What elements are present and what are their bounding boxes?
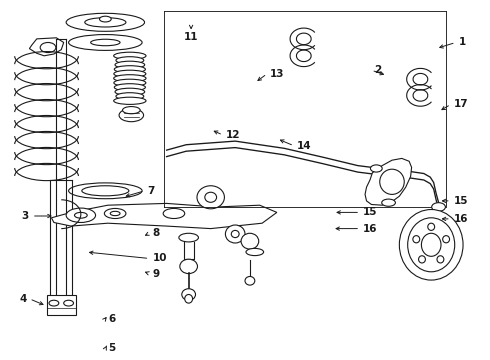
Ellipse shape [435,257,442,265]
Text: 5: 5 [108,343,116,354]
Text: 16: 16 [454,214,468,224]
Ellipse shape [432,203,445,211]
Ellipse shape [114,84,146,91]
Polygon shape [51,203,277,229]
Text: 15: 15 [454,196,468,206]
Text: 3: 3 [22,211,29,221]
Text: 11: 11 [184,32,198,42]
Ellipse shape [116,93,144,100]
Ellipse shape [104,208,126,219]
Ellipse shape [119,109,144,122]
Text: 1: 1 [459,37,466,48]
Ellipse shape [114,70,146,77]
Ellipse shape [66,208,96,222]
Ellipse shape [246,248,264,256]
Ellipse shape [85,18,126,27]
Polygon shape [29,38,64,56]
Ellipse shape [114,75,146,82]
Ellipse shape [399,210,463,280]
Ellipse shape [432,249,445,262]
Ellipse shape [91,39,120,46]
Ellipse shape [66,13,145,31]
Ellipse shape [180,259,197,274]
Ellipse shape [74,212,87,218]
Ellipse shape [185,294,193,303]
Ellipse shape [122,107,140,114]
Ellipse shape [114,66,146,73]
Ellipse shape [205,192,217,202]
Ellipse shape [241,233,259,249]
Ellipse shape [231,230,239,238]
Ellipse shape [69,183,142,199]
Ellipse shape [442,236,449,243]
Ellipse shape [114,52,146,59]
Ellipse shape [179,233,198,242]
Ellipse shape [380,169,404,194]
Ellipse shape [421,233,441,256]
Bar [47,295,76,315]
Ellipse shape [115,88,145,95]
Ellipse shape [49,300,59,306]
Text: 16: 16 [363,224,378,234]
Text: 13: 13 [270,69,285,79]
Ellipse shape [99,16,111,22]
Ellipse shape [437,256,444,263]
Ellipse shape [69,35,142,50]
Text: 4: 4 [19,294,26,304]
Text: 8: 8 [152,228,160,238]
Text: 6: 6 [108,314,116,324]
Text: 7: 7 [147,186,155,196]
Text: 15: 15 [363,207,378,217]
Text: 17: 17 [454,99,468,109]
Ellipse shape [408,218,455,272]
Ellipse shape [110,211,120,216]
Ellipse shape [163,208,185,219]
Ellipse shape [114,79,146,86]
Ellipse shape [40,42,56,53]
Ellipse shape [413,236,420,243]
Text: 10: 10 [152,253,167,264]
Ellipse shape [225,225,245,243]
Ellipse shape [64,300,74,306]
Text: 14: 14 [297,141,312,151]
Ellipse shape [418,256,425,263]
Ellipse shape [182,289,196,300]
Ellipse shape [82,186,129,196]
Ellipse shape [245,276,255,285]
Ellipse shape [382,199,395,206]
Text: 2: 2 [374,65,382,75]
Text: 12: 12 [226,130,241,140]
Text: 9: 9 [152,269,160,279]
Ellipse shape [114,97,146,104]
Ellipse shape [116,57,144,64]
Ellipse shape [428,223,435,230]
Polygon shape [365,158,412,205]
Ellipse shape [370,165,382,172]
Ellipse shape [115,61,145,68]
Ellipse shape [197,186,224,209]
